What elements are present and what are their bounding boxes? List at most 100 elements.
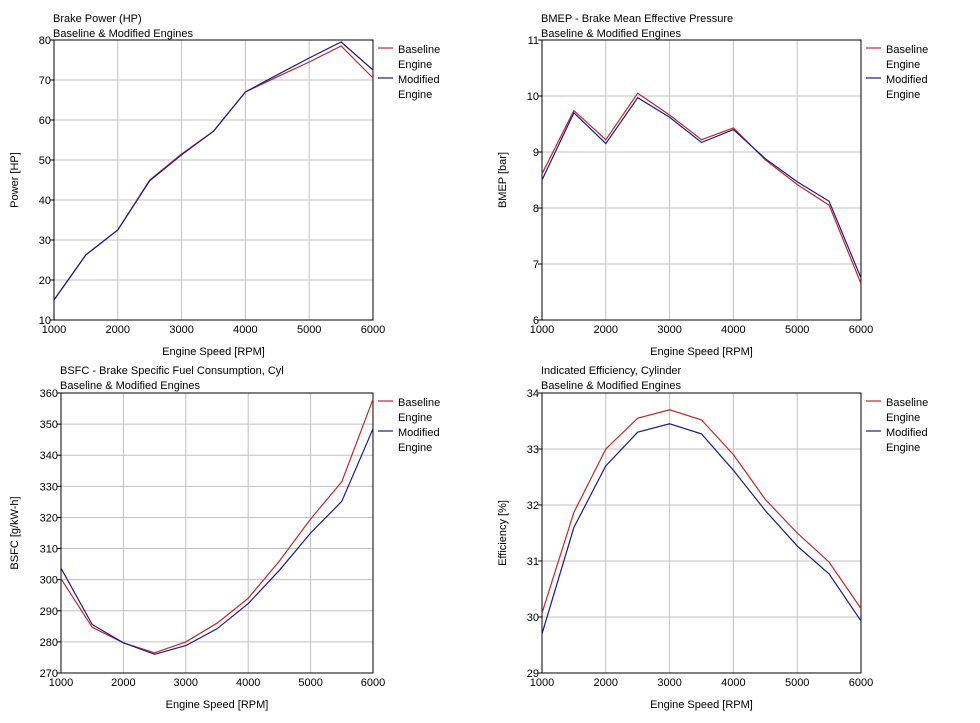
chart-title: BSFC - Brake Specific Fuel Consumption, …	[60, 365, 284, 377]
x-tick-label: 6000	[849, 677, 873, 689]
x-tick-label: 3000	[174, 677, 198, 689]
x-tick-label: 4000	[236, 677, 260, 689]
y-tick-label: 310	[40, 544, 58, 556]
legend-entry: Modified Engine	[886, 427, 928, 454]
y-tick-label: 330	[40, 481, 58, 493]
x-tick-label: 4000	[233, 324, 257, 336]
series-line-baseline	[541, 92, 862, 284]
x-tick-label: 2000	[106, 324, 130, 336]
legend-entry: Modified Engine	[398, 74, 440, 101]
y-tick-label: 10	[39, 315, 51, 327]
y-tick-label: 270	[40, 668, 58, 680]
x-tick-label: 1000	[49, 677, 73, 689]
x-tick-label: 3000	[657, 677, 681, 689]
y-tick-label: 340	[40, 450, 58, 462]
y-tick-label: 6	[533, 315, 539, 327]
x-tick-label: 1000	[42, 324, 66, 336]
legend-text: Engine	[398, 59, 432, 71]
chart-1: Brake Power (HP) Baseline & Modified Engi…	[9, 13, 440, 358]
series-line-modified	[60, 428, 374, 655]
y-tick-label: 34	[527, 388, 539, 400]
chart-title: BMEP - Brake Mean Effective Pressure	[541, 13, 733, 25]
plot-frame	[541, 39, 862, 321]
legend-text: Baseline	[398, 44, 440, 56]
y-tick-label: 11	[528, 35, 539, 47]
y-tick-label: 60	[39, 115, 51, 127]
x-axis-label: Engine Speed [RPM]	[650, 699, 753, 711]
legend-text: Modified	[398, 427, 440, 439]
legend-entry: Baseline Engine	[886, 397, 928, 424]
x-tick-label: 2000	[594, 324, 618, 336]
series-line-modified	[541, 423, 862, 634]
y-tick-label: 320	[40, 512, 58, 524]
y-tick-label: 40	[39, 195, 51, 207]
legend-text: Modified	[398, 74, 440, 86]
legend-text: Baseline	[886, 397, 928, 409]
x-tick-label: 2000	[594, 677, 618, 689]
y-tick-label: 30	[527, 612, 539, 624]
legend-text: Engine	[886, 412, 920, 424]
y-tick-label: 50	[39, 155, 51, 167]
plot-frame	[60, 392, 374, 674]
x-tick-label: 2000	[111, 677, 135, 689]
y-tick-label: 31	[527, 556, 539, 568]
y-tick-label: 20	[39, 275, 51, 287]
series-line-modified	[541, 96, 862, 279]
chart-4: Indicated Efficiency, Cylinder Baseline &…	[497, 365, 928, 711]
chart-subtitle: Baseline & Modified Engines	[541, 28, 682, 40]
x-axis-label: Engine Speed [RPM]	[162, 346, 265, 358]
legend-text: Engine	[398, 412, 432, 424]
y-tick-label: 70	[39, 75, 51, 87]
x-tick-label: 1000	[530, 324, 554, 336]
chart-subtitle: Baseline & Modified Engines	[541, 380, 682, 392]
y-tick-label: 30	[39, 235, 51, 247]
y-tick-label: 29	[527, 668, 539, 680]
legend-text: Engine	[886, 89, 920, 101]
series-line-modified	[53, 41, 374, 301]
x-axis-label: Engine Speed [RPM]	[650, 346, 753, 358]
plot-frame	[53, 39, 374, 321]
chart-3: BSFC - Brake Specific Fuel Consumption, …	[9, 365, 440, 711]
x-tick-label: 4000	[721, 324, 745, 336]
legend-text: Baseline	[398, 397, 440, 409]
y-axis-label: BMEP [bar]	[497, 152, 509, 208]
series-line-baseline	[60, 398, 374, 654]
legend-text: Baseline	[886, 44, 928, 56]
series-line-baseline	[541, 409, 862, 614]
x-tick-label: 4000	[721, 677, 745, 689]
legend-entry: Baseline Engine	[398, 397, 440, 424]
legend-entry: Baseline Engine	[886, 44, 928, 71]
legend-text: Modified	[886, 427, 928, 439]
y-tick-label: 300	[40, 575, 58, 587]
x-tick-label: 3000	[657, 324, 681, 336]
legend-text: Engine	[886, 442, 920, 454]
y-tick-label: 80	[39, 35, 51, 47]
y-tick-label: 290	[40, 606, 58, 618]
y-tick-label: 8	[533, 203, 539, 215]
y-tick-label: 33	[527, 444, 539, 456]
legend-entry: Baseline Engine	[398, 44, 440, 71]
x-tick-label: 6000	[361, 677, 385, 689]
chart-2: BMEP - Brake Mean Effective Pressure Base…	[497, 13, 928, 358]
chart-title: Brake Power (HP)	[53, 13, 142, 25]
y-tick-label: 360	[40, 388, 58, 400]
x-tick-label: 3000	[169, 324, 193, 336]
y-tick-label: 280	[40, 637, 58, 649]
chart-title: Indicated Efficiency, Cylinder	[541, 365, 682, 377]
legend-text: Modified	[886, 74, 928, 86]
x-tick-label: 5000	[785, 677, 809, 689]
legend-text: Engine	[398, 442, 432, 454]
chart-subtitle: Baseline & Modified Engines	[53, 28, 194, 40]
x-tick-label: 6000	[361, 324, 385, 336]
plot-frame	[541, 392, 862, 674]
legend-entry: Modified Engine	[886, 74, 928, 101]
y-tick-label: 350	[40, 419, 58, 431]
y-tick-label: 32	[527, 500, 539, 512]
series-line-baseline	[53, 45, 374, 301]
x-tick-label: 5000	[298, 677, 322, 689]
x-tick-label: 5000	[297, 324, 321, 336]
chart-subtitle: Baseline & Modified Engines	[60, 380, 201, 392]
y-axis-label: Power [HP]	[9, 152, 21, 208]
x-tick-label: 5000	[785, 324, 809, 336]
y-tick-label: 9	[533, 147, 539, 159]
